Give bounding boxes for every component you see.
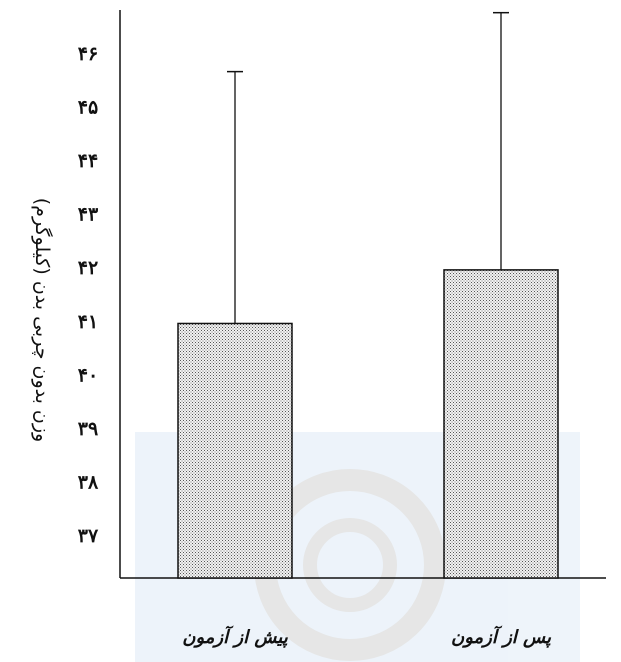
bar <box>443 269 559 579</box>
y-tick-label: ۳۹ <box>78 418 98 440</box>
y-tick-label: ۴۰ <box>78 364 98 386</box>
y-tick-label: ۳۷ <box>78 525 99 547</box>
bars <box>177 269 559 579</box>
category-label: پیش از آزمون <box>182 625 288 648</box>
y-tick-label: ۴۵ <box>78 96 98 118</box>
y-axis-title: وزن بدون چربی بدن (کیلوگرم) <box>31 198 54 442</box>
y-tick-label: ۴۲ <box>78 257 98 279</box>
bar <box>177 322 293 579</box>
y-tick-label: ۳۸ <box>78 472 99 494</box>
error-bars <box>227 11 509 324</box>
category-labels: پیش از آزمون پس از آزمون <box>182 625 552 648</box>
y-tick-labels: ۳۷ ۳۸ ۳۹ ۴۰ ۴۱ ۴۲ ۴۳ ۴۴ ۴۵ ۴۶ <box>78 43 99 547</box>
y-tick-label: ۴۴ <box>78 150 98 172</box>
category-label: پس از آزمون <box>451 625 552 648</box>
y-tick-label: ۴۶ <box>78 43 98 65</box>
y-tick-label: ۴۱ <box>78 311 98 333</box>
y-tick-label: ۴۳ <box>78 204 99 226</box>
